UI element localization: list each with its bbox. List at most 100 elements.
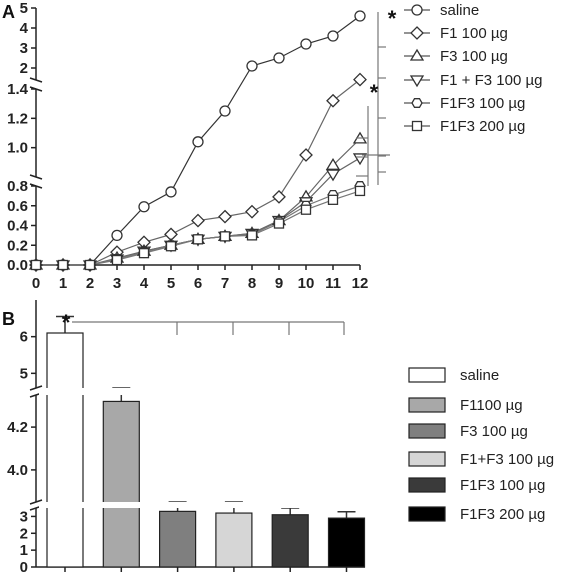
data-point-0 [219,105,231,117]
legend-label-a: saline [440,2,479,19]
bar-3 [215,512,253,568]
axis-break-mark-a [29,77,43,83]
data-point-1 [326,93,340,108]
legend-swatch-b [408,506,446,522]
data-point-1 [353,72,367,87]
y-tick-label-b: 0 [20,559,28,576]
legend-swatch-b [408,367,446,383]
bar-0 [46,332,84,568]
axis-break-mark-b [29,499,43,505]
legend-label-b: F1100 µg [460,397,523,414]
y-tick-label-a: 2 [20,60,28,77]
axis-break-mark-b [29,385,43,391]
data-point-5 [246,230,258,241]
axis-break-mark-a [29,174,43,180]
data-point-1 [191,213,205,228]
y-tick-label-b: 4.0 [7,462,28,479]
legend-swatch-b [408,451,446,467]
data-point-5 [30,259,42,271]
y-tick-label-b: 1 [20,542,28,559]
legend-label-a: F1F3 100 µg [440,95,525,112]
data-point-1 [272,189,286,204]
y-tick-label-a: 0.6 [7,198,28,215]
y-tick-label-a: 4 [20,20,29,37]
data-point-1 [218,209,232,224]
y-tick-label-b: 5 [20,365,28,382]
legend-marker-a [411,120,423,132]
y-tick-label-a: 0.0 [7,257,28,274]
legend-label-a: F1F3 200 µg [440,118,525,135]
data-point-5 [84,259,96,271]
data-point-5 [192,234,204,245]
x-tick-label-a: 7 [221,275,229,292]
y-tick-label-b: 4.2 [7,419,28,436]
legend-marker-a [411,98,423,108]
x-tick-label-a: 10 [298,275,315,292]
data-point-5 [327,194,339,205]
x-tick-label-a: 2 [86,275,94,292]
y-tick-label-a: 1.4 [7,81,29,98]
x-tick-label-a: 11 [325,275,341,292]
x-tick-label-a: 1 [59,275,67,292]
data-point-5 [57,259,69,271]
bar-5 [327,517,366,568]
series-line-5 [36,190,361,266]
panel-label-a: A [2,2,15,22]
y-tick-label-a: 3 [20,40,28,57]
series-line-3 [36,157,361,266]
legend-label-b: F1F3 100 µg [460,477,545,494]
legend-label-b: F1F3 200 µg [460,506,545,523]
legend-marker-a [409,48,425,61]
data-point-0 [192,136,204,148]
data-point-0 [273,52,285,64]
legend-swatch-b [408,423,446,439]
bar-4 [271,514,309,568]
x-tick-label-a: 0 [32,275,40,292]
y-tick-label-b: 3 [20,508,28,525]
x-tick-label-a: 9 [275,275,283,292]
data-point-2 [325,158,341,170]
data-point-0 [300,38,312,50]
data-point-0 [327,30,339,42]
data-point-0 [354,10,366,22]
axis-break-gap-b [39,388,368,395]
y-tick-label-a: 1.2 [7,110,28,127]
y-tick-label-a: 5 [20,0,28,17]
data-point-1 [299,148,313,162]
data-point-0 [138,201,150,213]
y-tick-label-b: 6 [20,329,28,346]
legend-marker-a [410,26,424,40]
data-point-5 [138,247,150,259]
y-tick-label-a: 0.4 [7,218,29,235]
significance-star-b: * [62,310,71,335]
y-tick-label-b: 2 [20,525,28,542]
data-point-0 [165,186,177,198]
bar-1 [102,400,140,568]
legend-a: saline F1 100 µg F3 100 µg F1 + F3 100 µg F1… [404,2,542,135]
data-point-5 [273,218,285,229]
legend-label-b: F3 100 µg [460,423,528,440]
bar-2 [159,510,197,568]
data-point-1 [245,204,259,219]
legend-label-a: F3 100 µg [440,48,508,65]
data-point-5 [219,231,231,242]
significance-star-a2: * [370,80,379,105]
legend-label-a: F1 + F3 100 µg [440,72,542,89]
x-tick-label-a: 8 [248,275,256,292]
data-point-0 [246,60,258,72]
legend-swatch-b [408,477,446,493]
significance-star-a1: * [388,6,397,31]
legend-label-a: F1 100 µg [440,25,508,42]
y-tick-label-a: 0.8 [7,178,28,195]
x-tick-label-a: 3 [113,275,121,292]
x-tick-label-a: 12 [352,275,369,292]
legend-marker-a [411,4,423,16]
data-point-5 [111,254,123,266]
y-tick-label-a: 1.0 [7,140,28,157]
significance-bracket-a [356,12,390,186]
legend-b: saline F1100 µg F3 100 µg F1+F3 100 µg F1F3 … [408,367,554,523]
x-tick-label-a: 4 [140,275,149,292]
